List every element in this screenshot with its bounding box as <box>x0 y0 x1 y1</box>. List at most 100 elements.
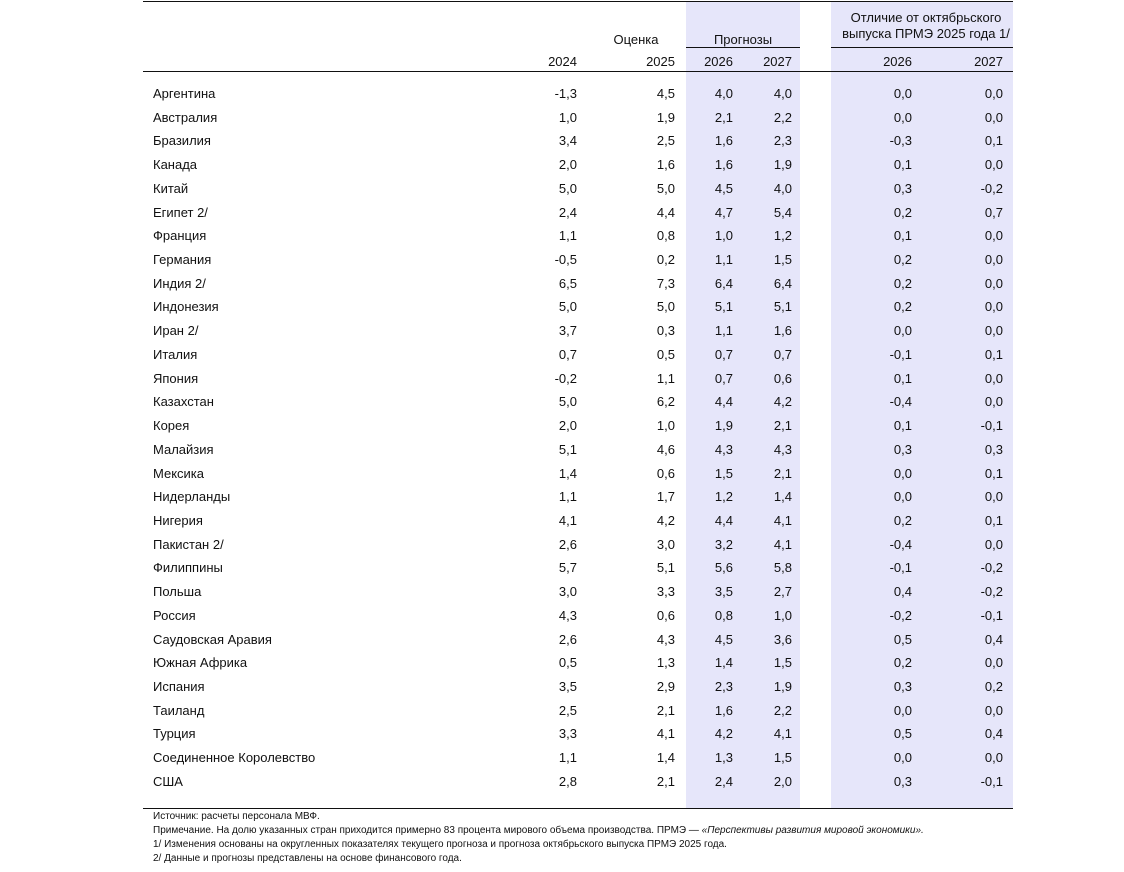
country-name: Филиппины <box>153 560 223 576</box>
country-name: Корея <box>153 418 190 434</box>
value-cell: 1,4 <box>656 750 675 766</box>
country-name: Польша <box>153 584 202 600</box>
value-cell: 1,0 <box>656 418 675 434</box>
value-cell: 0,8 <box>714 607 733 623</box>
country-name: Саудовская Аравия <box>153 631 272 647</box>
country-name: Индонезия <box>153 299 219 315</box>
value-cell: 4,5 <box>714 631 733 647</box>
value-cell: 0,2 <box>893 299 912 315</box>
value-cell: 0,5 <box>893 631 912 647</box>
value-cell: 4,4 <box>714 512 733 528</box>
country-name: Италия <box>153 346 198 362</box>
value-cell: 3,2 <box>714 536 733 552</box>
value-cell: 0,7 <box>714 346 733 362</box>
country-name: Турция <box>153 726 196 742</box>
value-cell: 0,4 <box>984 726 1003 742</box>
value-cell: 5,0 <box>558 394 577 410</box>
footnote: 1/ Изменения основаны на округленных пок… <box>153 839 727 850</box>
value-cell: 2,0 <box>558 418 577 434</box>
value-cell: 4,1 <box>558 512 577 528</box>
value-cell: 1,9 <box>656 109 675 125</box>
value-cell: 0,0 <box>984 252 1003 268</box>
note-text: Примечание. На долю указанных стран прих… <box>153 825 702 836</box>
value-cell: 2,6 <box>558 631 577 647</box>
value-cell: 0,3 <box>656 323 675 339</box>
value-cell: 1,1 <box>558 750 577 766</box>
value-cell: 2,3 <box>714 679 733 694</box>
value-cell: 0,7 <box>984 204 1003 220</box>
value-cell: 2,8 <box>558 773 577 789</box>
value-cell: 1,6 <box>714 157 733 173</box>
value-cell: 2,7 <box>773 584 792 600</box>
value-cell: 4,4 <box>714 394 733 410</box>
forecast-label: Прогнозы <box>713 32 773 47</box>
value-cell: 4,2 <box>714 726 733 742</box>
note-italic: «Перспективы развития мировой экономики»… <box>701 825 924 836</box>
value-cell: 0,5 <box>656 346 675 362</box>
value-cell: 0,3 <box>893 441 912 457</box>
value-cell: 0,4 <box>893 584 912 600</box>
value-cell: 7,3 <box>656 275 675 291</box>
value-cell: 2,3 <box>773 133 792 149</box>
value-cell: 0,3 <box>893 773 912 789</box>
value-cell: -0,2 <box>980 584 1003 600</box>
value-cell: 0,2 <box>893 512 912 528</box>
value-cell: 0,2 <box>893 204 912 220</box>
country-name: Таиланд <box>153 702 205 718</box>
value-cell: 1,5 <box>714 465 733 481</box>
value-cell: -0,1 <box>980 418 1003 434</box>
value-cell: 5,6 <box>714 560 733 576</box>
value-cell: 5,1 <box>714 299 733 315</box>
value-cell: 0,1 <box>893 370 912 386</box>
value-cell: 1,4 <box>558 465 577 481</box>
value-cell: 1,6 <box>714 702 733 718</box>
value-cell: 0,1 <box>893 418 912 434</box>
general-note: Примечание. На долю указанных стран прих… <box>153 825 924 837</box>
forecast-rule <box>686 47 800 48</box>
value-cell: 6,2 <box>656 394 675 410</box>
value-cell: 5,4 <box>773 204 792 220</box>
value-cell: 0,8 <box>656 228 675 244</box>
country-name: Нидерланды <box>153 489 231 505</box>
country-name: Мексика <box>153 465 205 481</box>
value-cell: 4,6 <box>656 441 675 457</box>
value-cell: 5,1 <box>773 299 792 315</box>
value-cell: 0,6 <box>773 370 792 386</box>
value-cell: -0,1 <box>889 560 912 576</box>
value-cell: 3,3 <box>558 726 577 742</box>
value-cell: 0,0 <box>984 370 1003 386</box>
value-cell: 0,0 <box>984 702 1003 718</box>
value-cell: 2,0 <box>773 773 792 789</box>
value-cell: 1,6 <box>714 133 733 149</box>
value-cell: 0,5 <box>558 655 577 671</box>
value-cell: 1,9 <box>773 157 792 173</box>
value-cell: 5,0 <box>656 299 675 315</box>
forecast-shade <box>686 2 800 808</box>
value-cell: 0,7 <box>773 346 792 362</box>
value-cell: 2,1 <box>773 465 792 481</box>
difference-shade <box>831 2 1013 808</box>
country-name: Китай <box>153 180 189 196</box>
value-cell: 1,0 <box>773 607 792 623</box>
value-cell: 3,0 <box>558 584 577 600</box>
value-cell: 3,7 <box>558 323 577 339</box>
value-cell: 0,5 <box>893 726 912 742</box>
country-name: Иран 2/ <box>153 323 199 339</box>
value-cell: 1,6 <box>656 157 675 173</box>
value-cell: 0,0 <box>984 489 1003 505</box>
difference-label: Отличие от октябрьского <box>850 10 1002 25</box>
country-name: Пакистан 2/ <box>153 536 224 552</box>
value-cell: 0,0 <box>984 228 1003 244</box>
bottom-rule <box>143 808 1013 809</box>
value-cell: -0,4 <box>889 536 912 552</box>
value-cell: 0,0 <box>984 536 1003 552</box>
value-cell: 2,5 <box>558 702 577 718</box>
value-cell: 0,1 <box>984 133 1003 149</box>
value-cell: 2,4 <box>558 204 577 220</box>
value-cell: 1,3 <box>714 750 733 766</box>
value-cell: 4,2 <box>656 512 675 528</box>
value-cell: 0,4 <box>984 631 1003 647</box>
value-cell: 0,0 <box>984 109 1003 125</box>
value-cell: 4,0 <box>773 180 792 196</box>
